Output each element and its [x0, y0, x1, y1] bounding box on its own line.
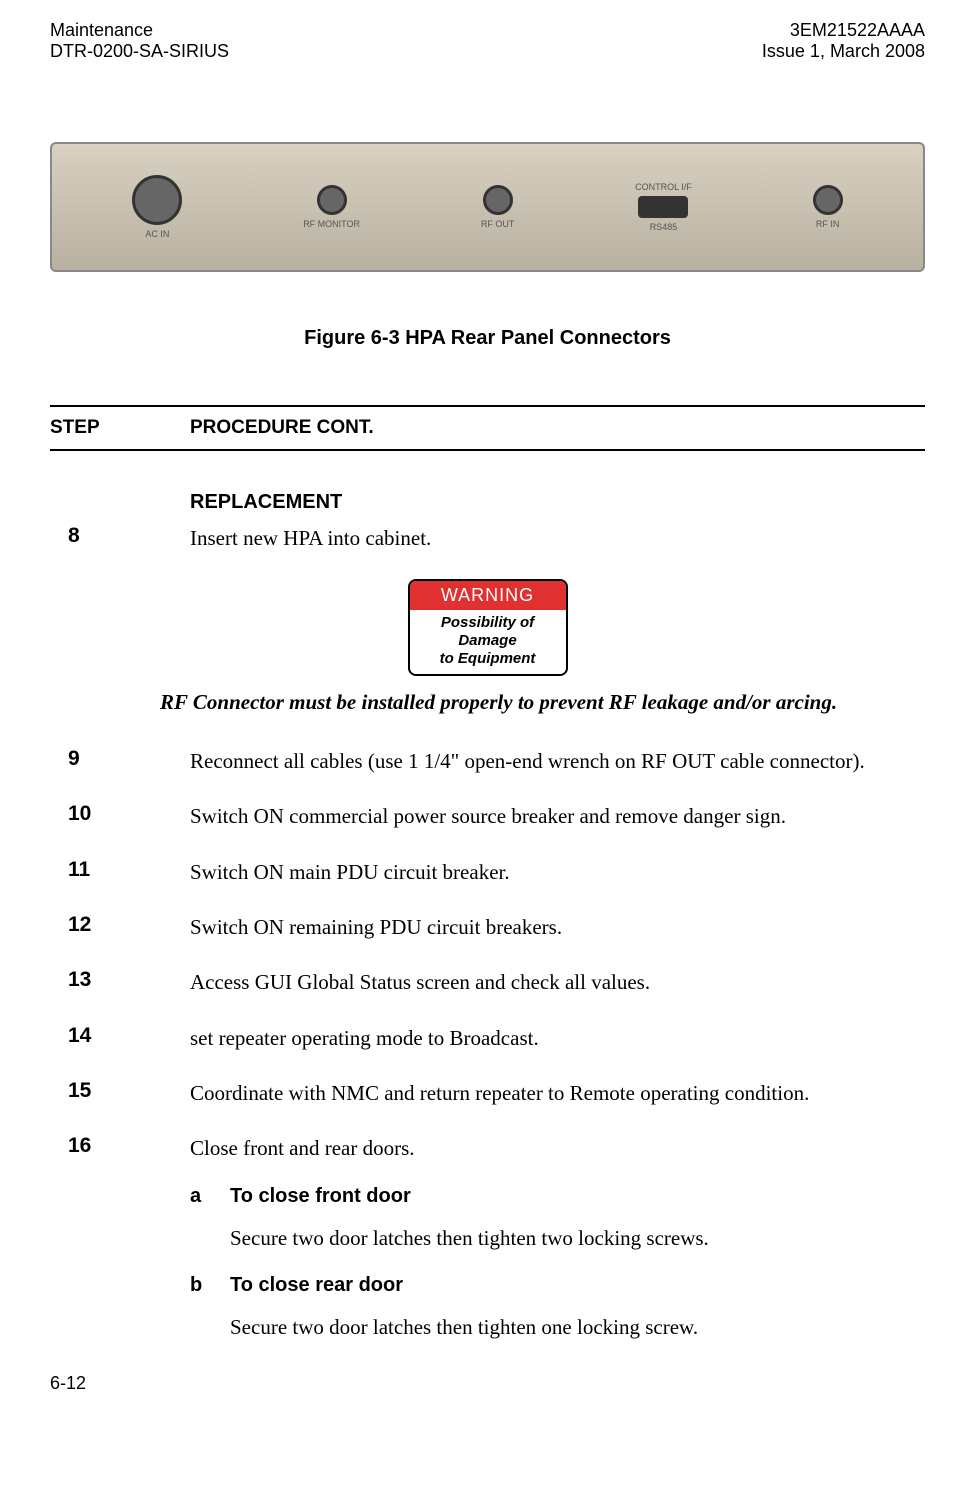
- step-number: 10: [50, 802, 190, 831]
- header-right-line1: 3EM21522AAAA: [762, 20, 925, 41]
- warning-body-text: RF Connector must be installed properly …: [160, 688, 905, 716]
- warning-box: WARNING Possibility of Damage to Equipme…: [408, 579, 568, 676]
- step-text: Switch ON main PDU circuit breaker.: [190, 858, 925, 887]
- step-row: 13 Access GUI Global Status screen and c…: [50, 968, 925, 997]
- procedure-header-row: STEP PROCEDURE CONT.: [50, 405, 925, 451]
- header-left-line2: DTR-0200-SA-SIRIUS: [50, 41, 229, 62]
- ac-in-label: AC IN: [145, 229, 169, 239]
- substep-body: Secure two door latches then tighten two…: [230, 1224, 925, 1253]
- rf-in-label: RF IN: [816, 219, 840, 229]
- step-row: 11 Switch ON main PDU circuit breaker.: [50, 858, 925, 887]
- step-text: Switch ON commercial power source breake…: [190, 802, 925, 831]
- step-row: 12 Switch ON remaining PDU circuit break…: [50, 913, 925, 942]
- header-left-line1: Maintenance: [50, 20, 229, 41]
- substep-letter: b: [190, 1271, 230, 1299]
- step-number: 12: [50, 913, 190, 942]
- header-right-line2: Issue 1, March 2008: [762, 41, 925, 62]
- substep-row: b To close rear door: [190, 1271, 925, 1299]
- step-text: Coordinate with NMC and return repeater …: [190, 1079, 925, 1108]
- step-number: 11: [50, 858, 190, 887]
- warning-subtext: Possibility of Damage to Equipment: [410, 610, 566, 674]
- col-procedure-label: PROCEDURE CONT.: [190, 417, 374, 439]
- step-number: 14: [50, 1024, 190, 1053]
- step-row: 10 Switch ON commercial power source bre…: [50, 802, 925, 831]
- step-text: Access GUI Global Status screen and chec…: [190, 968, 925, 997]
- warning-line1: Possibility of: [416, 614, 560, 632]
- step-row: 15 Coordinate with NMC and return repeat…: [50, 1079, 925, 1108]
- warning-line3: to Equipment: [416, 650, 560, 668]
- step-number: 15: [50, 1079, 190, 1108]
- serial-port-icon: [638, 196, 688, 218]
- substep-title: To close front door: [230, 1182, 411, 1210]
- step-number: 13: [50, 968, 190, 997]
- warning-label: WARNING: [410, 581, 566, 610]
- rf-in-connector-icon: [813, 185, 843, 215]
- step-text: Switch ON remaining PDU circuit breakers…: [190, 913, 925, 942]
- step-row: 8 Insert new HPA into cabinet.: [50, 524, 925, 553]
- control-label: CONTROL I/F: [635, 182, 692, 192]
- step-text: Insert new HPA into cabinet.: [190, 524, 925, 553]
- figure-caption: Figure 6-3 HPA Rear Panel Connectors: [50, 327, 925, 350]
- step-text: Close front and rear doors.: [190, 1134, 925, 1163]
- step-row: 14 set repeater operating mode to Broadc…: [50, 1024, 925, 1053]
- step-number: 9: [50, 747, 190, 776]
- rf-out-label: RF OUT: [481, 219, 515, 229]
- rf-monitor-connector-icon: [317, 185, 347, 215]
- page-header: Maintenance DTR-0200-SA-SIRIUS 3EM21522A…: [50, 20, 925, 62]
- header-right: 3EM21522AAAA Issue 1, March 2008: [762, 20, 925, 62]
- step-text: Reconnect all cables (use 1 1/4" open-en…: [190, 747, 925, 776]
- substep-body: Secure two door latches then tighten one…: [230, 1313, 925, 1342]
- ac-in-connector-icon: [132, 175, 182, 225]
- rs485-label: RS485: [650, 222, 678, 232]
- header-left: Maintenance DTR-0200-SA-SIRIUS: [50, 20, 229, 62]
- step-row: 9 Reconnect all cables (use 1 1/4" open-…: [50, 747, 925, 776]
- substep-row: a To close front door: [190, 1182, 925, 1210]
- substep-letter: a: [190, 1182, 230, 1210]
- substep-title: To close rear door: [230, 1271, 403, 1299]
- step-number: 16: [50, 1134, 190, 1342]
- col-step-label: STEP: [50, 417, 190, 439]
- step-row: 16 Close front and rear doors. a To clos…: [50, 1134, 925, 1342]
- step-16-body: Close front and rear doors. a To close f…: [190, 1134, 925, 1342]
- replacement-heading: REPLACEMENT: [190, 491, 925, 514]
- rf-out-connector-icon: [483, 185, 513, 215]
- step-text: set repeater operating mode to Broadcast…: [190, 1024, 925, 1053]
- hpa-rear-panel-photo: AC IN RF MONITOR RF OUT CONTROL I/F RS48…: [50, 142, 925, 272]
- step-number: 8: [50, 524, 190, 553]
- rf-monitor-label: RF MONITOR: [303, 219, 360, 229]
- page-number: 6-12: [50, 1373, 925, 1394]
- warning-line2: Damage: [416, 632, 560, 650]
